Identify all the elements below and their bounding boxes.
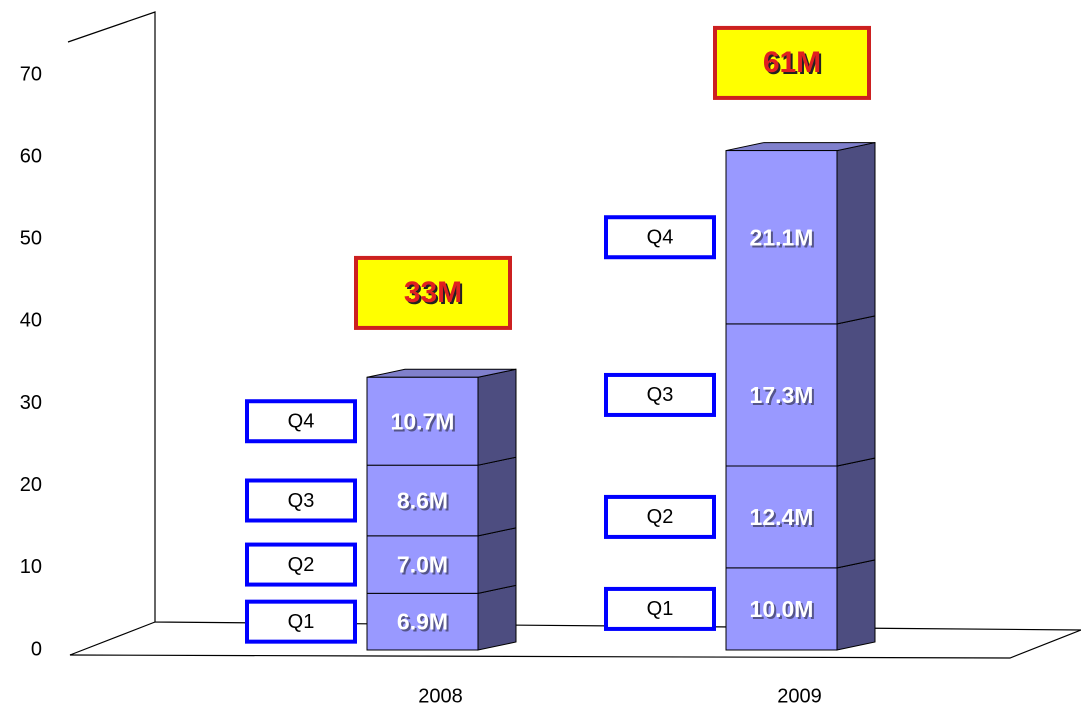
series-box [604, 372, 716, 417]
bar [725, 465, 838, 569]
series-label: Q2 [647, 506, 674, 528]
bar-side [477, 368, 517, 466]
bar-side [836, 141, 876, 325]
bar-side [477, 456, 517, 537]
bar-side [477, 584, 517, 651]
x-tick-label: 2009 [777, 685, 822, 707]
bar [725, 323, 838, 467]
total-box [354, 255, 512, 330]
series-label: Q1 [647, 598, 674, 620]
y-tick-label: 20 [20, 474, 42, 496]
bar-side [477, 527, 517, 594]
series-box [245, 542, 357, 587]
series-box [604, 494, 716, 539]
series-label: Q3 [288, 490, 315, 512]
series-label: Q3 [647, 384, 674, 406]
series-box [245, 399, 357, 444]
series-box [604, 586, 716, 631]
bar [725, 150, 838, 325]
y-tick-label: 70 [20, 63, 42, 85]
series-label: Q1 [288, 611, 315, 633]
y-tick-label: 50 [20, 228, 42, 250]
total-label: 61M [763, 46, 821, 79]
series-box [245, 599, 357, 644]
bar [366, 592, 479, 651]
bar-side [836, 559, 876, 651]
value-label: 12.4M [750, 504, 814, 530]
chart-walls [67, 11, 1081, 659]
y-tick-label: 60 [20, 145, 42, 167]
series-box [604, 215, 716, 260]
y-tick-label: 40 [20, 310, 42, 332]
total-label: 33M [404, 276, 462, 309]
bar-side [836, 457, 876, 569]
value-label: 21.1M [750, 224, 814, 250]
bar [366, 464, 479, 537]
bar-side [836, 315, 876, 467]
value-label: 10.7M [391, 408, 455, 434]
value-label: 8.6M [397, 488, 448, 514]
total-box [713, 25, 871, 100]
value-label: 6.9M [397, 609, 448, 635]
bar [366, 376, 479, 466]
series-label: Q4 [288, 411, 315, 433]
series-label: Q2 [288, 554, 315, 576]
series-box [245, 478, 357, 523]
series-label: Q4 [647, 227, 674, 249]
bar [366, 535, 479, 594]
y-tick-label: 10 [20, 556, 42, 578]
x-tick-label: 2008 [418, 685, 463, 707]
back-wall [67, 11, 1081, 631]
floor [69, 621, 1081, 659]
value-label: 10.0M [750, 596, 814, 622]
y-tick-label: 30 [20, 392, 42, 414]
value-label: 7.0M [397, 552, 448, 578]
value-label: 17.3M [750, 382, 814, 408]
y-tick-label: 0 [31, 638, 42, 660]
